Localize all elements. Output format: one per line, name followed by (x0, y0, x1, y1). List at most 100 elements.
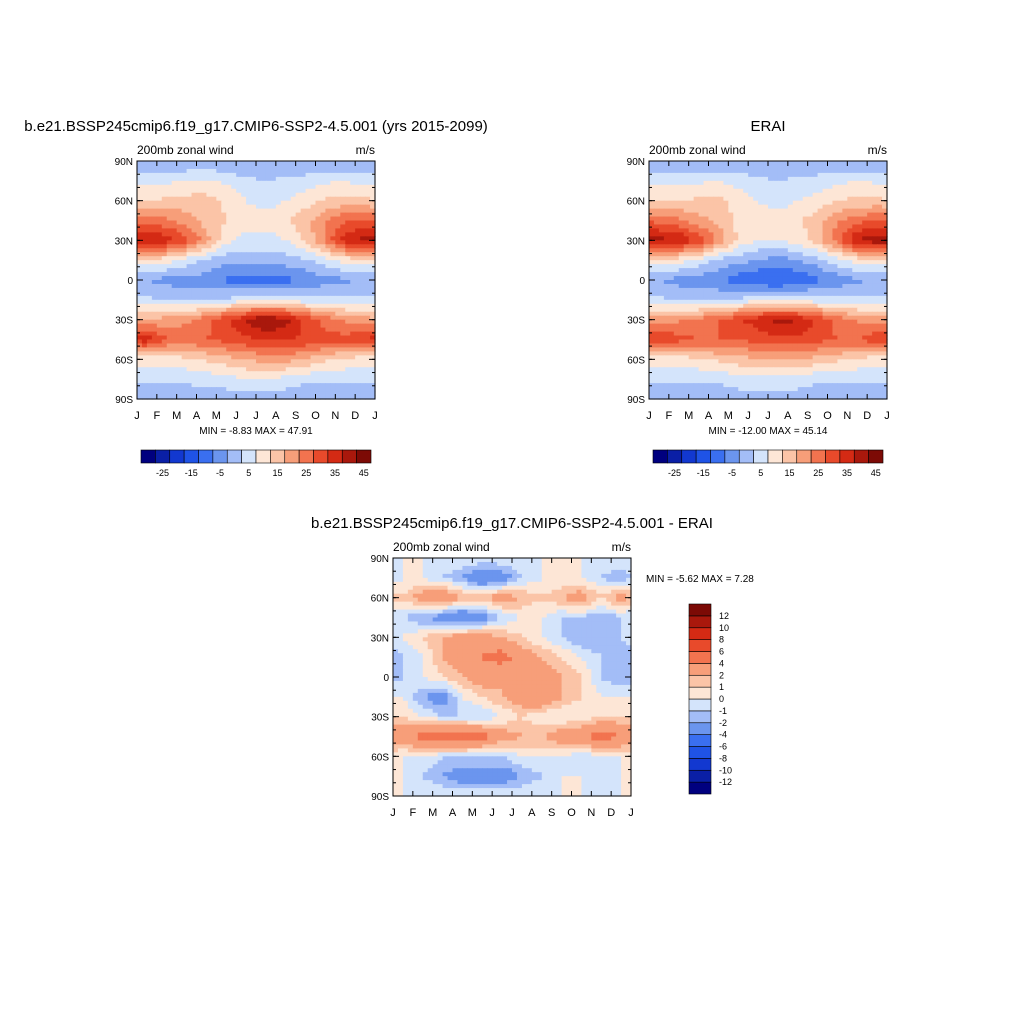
heatmap-cell (345, 236, 351, 241)
heatmap-cell (797, 240, 804, 245)
heatmap-cell (315, 196, 322, 202)
heatmap-cell (877, 212, 883, 218)
heatmap-cell (231, 220, 237, 226)
heatmap-cell (663, 307, 670, 313)
heatmap-cell (191, 256, 198, 261)
heatmap-cell (241, 303, 247, 309)
heatmap-cell (782, 161, 789, 166)
heatmap-cell (310, 252, 317, 257)
heatmap-cell (275, 164, 282, 170)
heatmap-cell (290, 347, 297, 352)
heatmap-cell (832, 216, 839, 222)
heatmap-cell (251, 172, 257, 178)
heatmap-cell (882, 220, 888, 226)
heatmap-cell (151, 192, 158, 198)
heatmap-cell (345, 375, 351, 380)
heatmap-cell (852, 228, 858, 233)
heatmap-cell (723, 200, 729, 206)
heatmap-cell (141, 327, 148, 333)
heatmap-cell (807, 315, 814, 321)
heatmap-cell (226, 375, 232, 380)
heatmap-cell (191, 367, 198, 372)
heatmap-cell (370, 180, 376, 186)
heatmap-cell (847, 299, 853, 305)
heatmap-cell (141, 264, 148, 269)
heatmap-cell (285, 359, 292, 364)
heatmap-cell (360, 212, 366, 218)
heatmap-cell (360, 161, 366, 166)
heatmap-cell (753, 319, 759, 325)
heatmap-cell (673, 299, 680, 305)
heatmap-cell (146, 264, 153, 269)
heatmap-cell (822, 248, 829, 253)
heatmap-cell (693, 184, 700, 190)
heatmap-cell (141, 176, 148, 182)
heatmap-cell (315, 168, 322, 174)
heatmap-cell (310, 375, 317, 380)
heatmap-cell (673, 220, 680, 226)
heatmap-cell (842, 180, 848, 186)
heatmap-cell (206, 383, 212, 388)
heatmap-cell (758, 260, 764, 265)
heatmap-cell (792, 216, 799, 222)
heatmap-cell (653, 287, 660, 293)
heatmap-cell (216, 307, 222, 313)
heatmap-cell (698, 299, 705, 305)
heatmap-cell (256, 395, 262, 400)
heatmap-cell (350, 260, 356, 265)
heatmap-cell (877, 311, 883, 317)
heatmap-cell (708, 280, 715, 285)
heatmap-cell (738, 196, 744, 202)
heatmap-cell (683, 192, 690, 198)
heatmap-cell (842, 268, 848, 273)
heatmap-cell (370, 335, 376, 341)
heatmap-cell (265, 387, 272, 392)
heatmap-cell (649, 260, 655, 265)
heatmap-cell (161, 240, 168, 245)
heatmap-cell (772, 276, 779, 281)
heatmap-cell (350, 323, 356, 329)
heatmap-cell (668, 276, 675, 281)
heatmap-cell (320, 224, 327, 230)
heatmap-cell (847, 176, 853, 182)
heatmap-cell (275, 383, 282, 388)
heatmap-cell (688, 268, 695, 273)
heatmap-cell (678, 236, 685, 241)
heatmap-cell (360, 200, 366, 206)
heatmap-cell (310, 196, 317, 202)
heatmap-cell (137, 331, 143, 337)
heatmap-cell (698, 228, 705, 233)
heatmap-cell (191, 379, 198, 384)
heatmap-cell (862, 172, 868, 178)
heatmap-cell (668, 264, 675, 269)
heatmap-cell (345, 383, 351, 388)
heatmap-cell (753, 283, 759, 289)
heatmap-cell (792, 295, 799, 301)
heatmap-cell (842, 168, 848, 174)
heatmap-cell (320, 343, 327, 349)
heatmap-cell (728, 287, 734, 293)
heatmap-cell (330, 200, 336, 206)
heatmap-cell (241, 161, 247, 166)
heatmap-cell (285, 395, 292, 400)
heatmap-cell (872, 240, 878, 245)
heatmap-cell (713, 176, 720, 182)
heatmap-cell (668, 180, 675, 186)
heatmap-cell (241, 359, 247, 364)
heatmap-cell (350, 172, 356, 178)
heatmap-cell (365, 184, 371, 190)
heatmap-cell (748, 192, 754, 198)
heatmap-cell (728, 307, 734, 313)
heatmap-cell (345, 371, 351, 376)
heatmap-cell (310, 172, 317, 178)
heatmap-cell (161, 295, 168, 301)
heatmap-cell (658, 164, 665, 170)
heatmap-cell (728, 188, 734, 194)
heatmap-cell (171, 212, 178, 218)
heatmap-cell (151, 264, 158, 269)
heatmap-cell (325, 252, 331, 257)
heatmap-cell (146, 311, 153, 317)
heatmap-cell (221, 303, 227, 309)
heatmap-cell (763, 315, 769, 321)
heatmap-cell (151, 232, 158, 237)
